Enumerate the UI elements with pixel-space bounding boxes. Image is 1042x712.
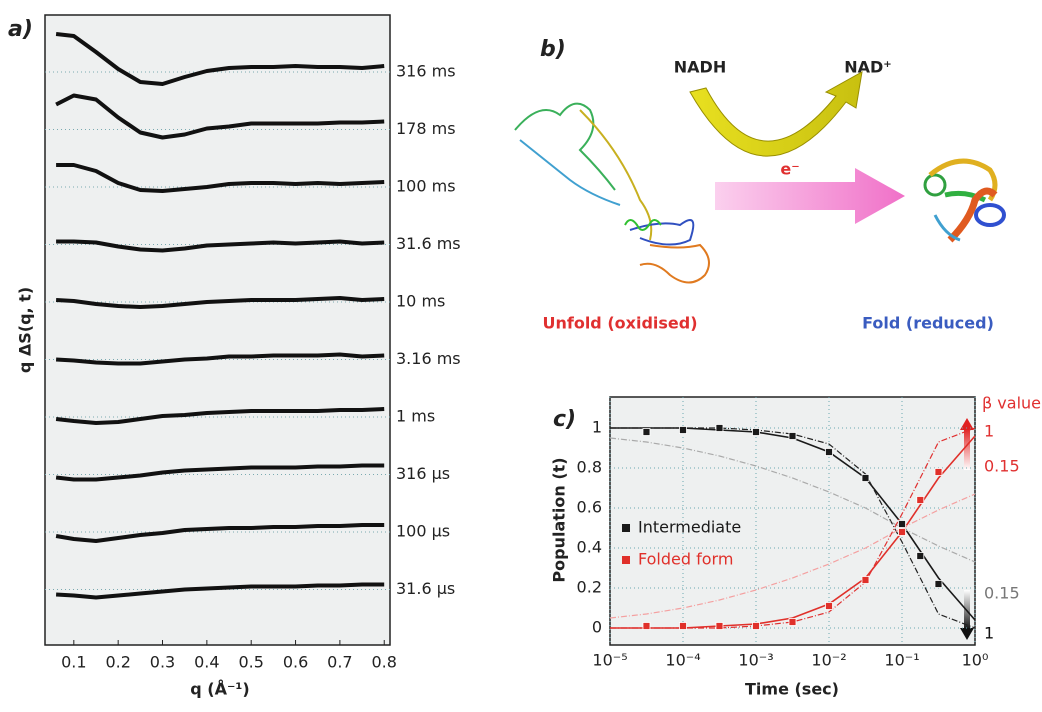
beta-legend-title: β value: [982, 394, 1041, 413]
beta-legend-label: 1: [984, 422, 994, 441]
panel-label: b): [540, 37, 566, 62]
data-point: [861, 576, 870, 584]
legend-marker: [622, 524, 630, 532]
legend-label: Intermediate: [638, 518, 741, 537]
y-tick-label: 0.4: [577, 538, 602, 557]
plot-frame: [44, 14, 391, 646]
unfolded-protein: [514, 102, 710, 284]
trace: [55, 32, 385, 86]
cofactor-out: NAD⁺: [844, 58, 892, 77]
data-point: [825, 448, 833, 456]
panel-label: a): [8, 17, 33, 42]
y-tick-label: 1: [592, 418, 602, 437]
trace: [56, 163, 385, 193]
trace: [55, 523, 385, 543]
fit-curve: [609, 493, 976, 619]
x-tick-label: 10⁻⁴: [665, 651, 700, 670]
beta-arrow-red: [960, 418, 974, 430]
folded-label: Fold (reduced): [862, 314, 994, 333]
fit-curve: [610, 427, 976, 629]
y-axis-label: q ΔS(q, t): [16, 287, 35, 373]
y-tick-label: 0.8: [577, 458, 602, 477]
panel-b: b) NADH NAD⁺ e⁻ Unfold (oxidised) Fold (…: [514, 37, 1006, 333]
x-tick-label: 0.2: [105, 653, 130, 672]
data-point: [752, 622, 760, 630]
trace-label: 178 ms: [396, 119, 456, 138]
folding-arrow: [715, 168, 905, 224]
y-tick-label: 0: [592, 618, 602, 637]
fit-curve: [610, 427, 976, 629]
beta-legend-label: 0.15: [984, 584, 1020, 603]
data-point: [934, 468, 943, 476]
beta-legend-label: 1: [984, 624, 994, 643]
x-tick-label: 10⁻²: [811, 651, 846, 670]
x-tick-label: 0.7: [327, 653, 352, 672]
beta-scale-red: [964, 428, 970, 470]
panel-c: c) Time (sec) Population (t) β value 1 0…: [550, 394, 1042, 699]
x-tick-label: 0.6: [283, 653, 308, 672]
legend-marker: [622, 556, 630, 564]
trace-label: 316 µs: [396, 464, 450, 483]
data-point: [898, 528, 906, 536]
x-axis-label: q (Å⁻¹): [190, 680, 249, 699]
folded-protein: [923, 158, 1006, 243]
x-tick-label: 10⁻³: [738, 651, 773, 670]
data-point: [861, 474, 870, 482]
data-point: [916, 496, 925, 504]
x-tick-label: 10⁰: [962, 651, 989, 670]
data-point: [825, 602, 833, 610]
trace: [55, 582, 385, 600]
data-point: [679, 622, 687, 630]
y-tick-label: 0.6: [577, 498, 602, 517]
y-axis-label: Population (t): [550, 457, 569, 582]
data-point: [916, 552, 925, 560]
trace: [55, 463, 385, 482]
y-tick-label: 0.2: [577, 578, 602, 597]
trace-label: 10 ms: [396, 292, 445, 311]
fit-curve: [609, 437, 976, 563]
panel-label: c): [553, 407, 576, 432]
trace: [55, 407, 385, 425]
data-point: [679, 426, 687, 434]
data-point: [715, 622, 724, 630]
data-point: [752, 428, 760, 436]
trace: [56, 239, 385, 253]
electron-label: e⁻: [780, 160, 799, 179]
data-point: [715, 424, 724, 432]
data-point: [788, 432, 797, 440]
legend-label: Folded form: [638, 550, 733, 569]
trace-label: 1 ms: [396, 407, 435, 426]
x-tick-label: 0.5: [238, 653, 263, 672]
x-tick-label: 0.3: [150, 653, 175, 672]
data-point: [788, 618, 797, 626]
beta-arrow-black: [960, 628, 974, 640]
trace-label: 31.6 ms: [396, 234, 461, 253]
x-axis-label: Time (sec): [745, 680, 839, 699]
data-point: [934, 580, 943, 588]
data-point: [642, 428, 651, 436]
data-point: [898, 520, 906, 528]
trace: [55, 296, 385, 309]
trace-label: 100 µs: [396, 522, 450, 541]
x-tick-label: 10⁻⁵: [592, 651, 627, 670]
data-point: [642, 622, 651, 630]
redox-arrow: [689, 71, 863, 157]
trace: [55, 352, 385, 366]
trace-label: 316 ms: [396, 62, 456, 81]
x-tick-label: 0.4: [194, 653, 219, 672]
x-tick-label: 0.1: [61, 653, 86, 672]
unfolded-label: Unfold (oxidised): [542, 314, 697, 333]
beta-legend-label: 0.15: [984, 457, 1020, 476]
x-tick-label: 10⁻¹: [884, 651, 919, 670]
trace-label: 100 ms: [396, 177, 456, 196]
trace-label: 3.16 ms: [396, 349, 461, 368]
x-tick-label: 0.8: [372, 653, 397, 672]
cofactor-in: NADH: [674, 58, 726, 77]
trace: [55, 93, 385, 140]
trace-label: 31.6 µs: [396, 579, 455, 598]
panel-a: a) q (Å⁻¹) q ΔS(q, t) 0.1 0.2 0.3 0.4 0.5 0.6…: [8, 14, 461, 699]
